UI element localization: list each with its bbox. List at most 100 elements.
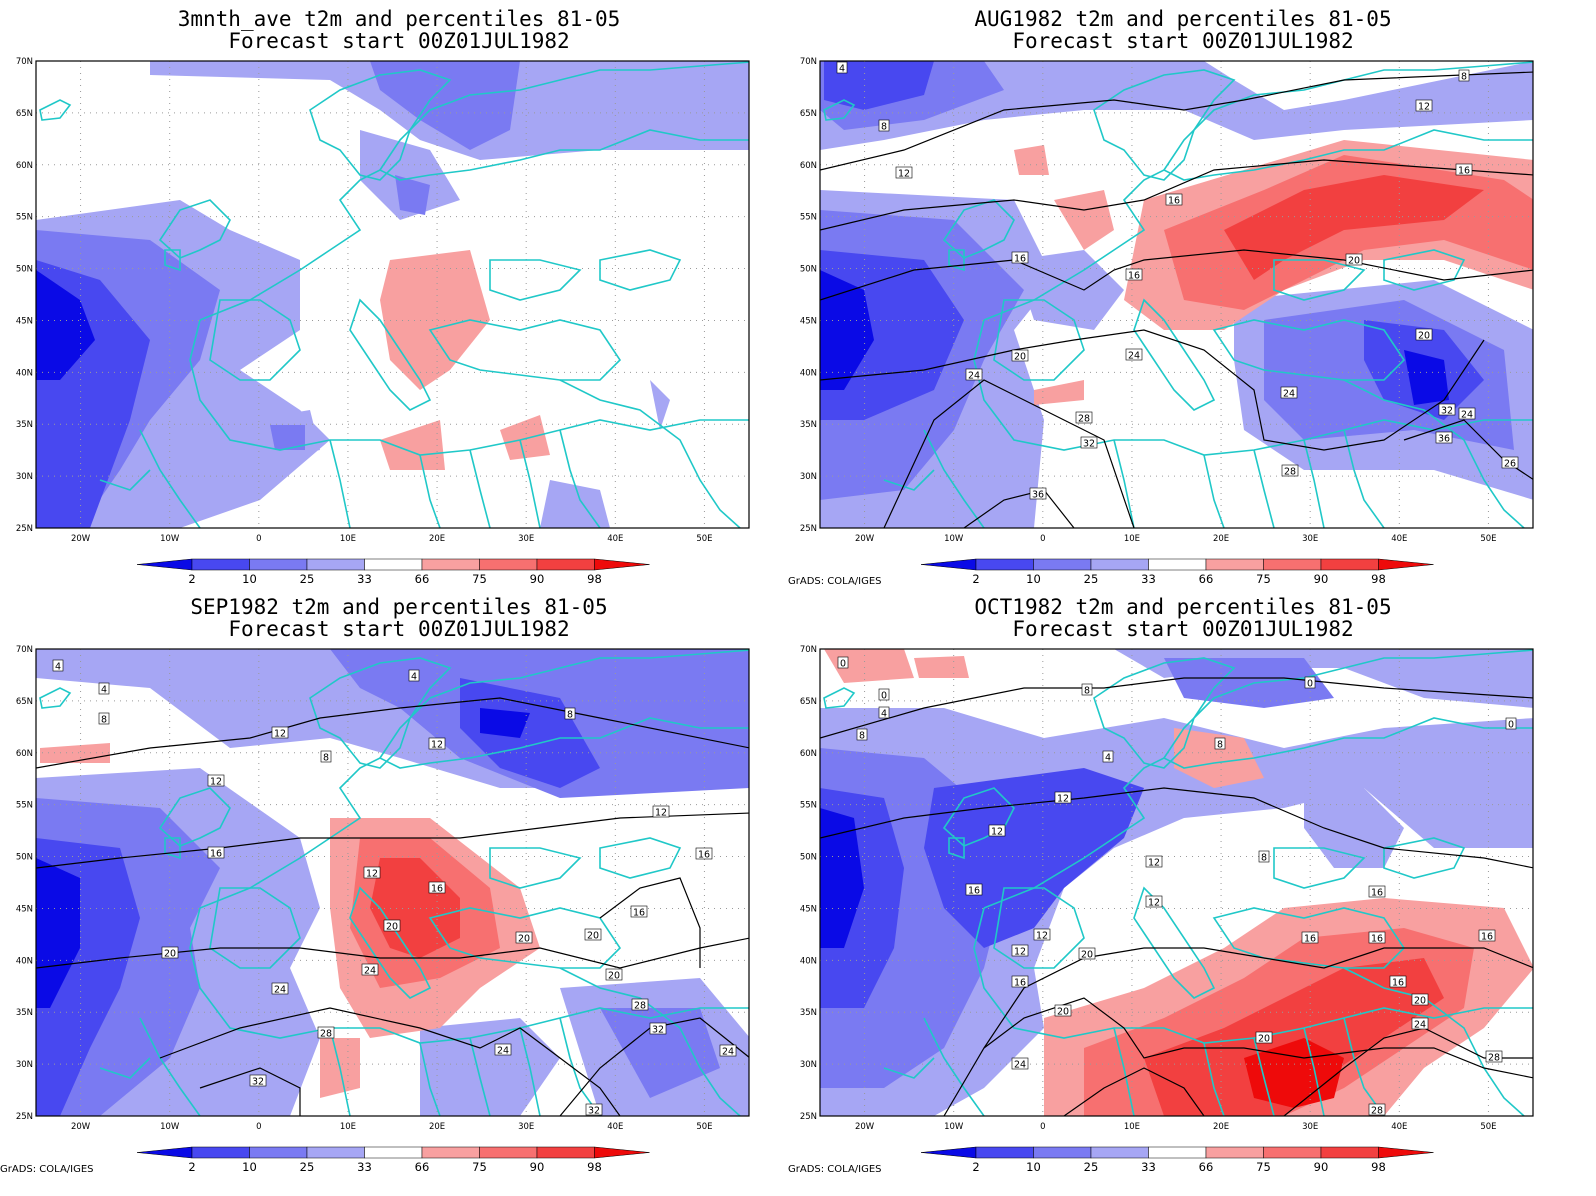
coastline xyxy=(559,429,601,528)
coastline xyxy=(823,99,856,121)
contour-label: 20 xyxy=(1054,1004,1072,1018)
colorbar-segment xyxy=(975,1146,1034,1159)
panel-title: OCT1982 t2m and percentiles 81-05 xyxy=(974,595,1392,619)
svg-text:16: 16 xyxy=(1392,978,1404,989)
contour-label: 4 xyxy=(1102,750,1114,764)
contour-label: 0 xyxy=(1304,676,1316,690)
svg-text:8: 8 xyxy=(859,731,865,742)
coastlines xyxy=(823,649,1533,1116)
coastline xyxy=(559,379,741,528)
contour-label: 8 xyxy=(564,707,576,721)
latitude-tick-label: 50N xyxy=(16,853,33,863)
svg-text:12: 12 xyxy=(210,777,222,788)
svg-text:12: 12 xyxy=(274,729,286,740)
colorbar-label: 66 xyxy=(1199,572,1214,586)
contour-line xyxy=(820,787,1533,869)
colorbar-segment xyxy=(249,1146,308,1159)
coastline xyxy=(309,657,452,769)
coastline xyxy=(164,837,181,860)
coastline xyxy=(559,1017,601,1116)
percentile-shade xyxy=(395,175,430,215)
coastline xyxy=(428,319,622,381)
colorbar-segment xyxy=(479,1146,538,1159)
latitude-tick-label: 65N xyxy=(800,697,817,707)
svg-text:16: 16 xyxy=(1304,934,1316,945)
contour-label: 16 xyxy=(1125,268,1143,282)
svg-text:28: 28 xyxy=(1488,1053,1500,1064)
colorbar-label: 98 xyxy=(1371,1160,1386,1174)
percentile-shade xyxy=(1164,658,1334,708)
percentile-shade xyxy=(1404,350,1449,405)
coastline xyxy=(139,429,201,528)
contour-label: 16 xyxy=(695,847,713,861)
percentile-shade xyxy=(1034,380,1084,405)
contour-label: 28 xyxy=(317,1026,335,1040)
contour-label: 16 xyxy=(1011,251,1029,265)
svg-text:32: 32 xyxy=(588,1106,600,1117)
longitude-tick-label: 30E xyxy=(518,1122,534,1132)
colorbar-label: 98 xyxy=(587,572,602,586)
percentile-shade xyxy=(1144,958,1444,1116)
contour-label: 16 xyxy=(207,846,225,860)
longitude-tick-label: 20W xyxy=(71,1122,91,1132)
latitude-tick-label: 50N xyxy=(16,265,33,275)
svg-text:16: 16 xyxy=(1014,254,1026,265)
coastline xyxy=(923,1017,985,1116)
coastline xyxy=(209,887,301,969)
contour-label: 20 xyxy=(1411,993,1429,1007)
svg-text:28: 28 xyxy=(1284,467,1296,478)
svg-text:36: 36 xyxy=(1438,434,1450,445)
colorbar-segment xyxy=(1033,558,1092,571)
latitude-tick-label: 40N xyxy=(16,368,33,378)
contour-label: 12 xyxy=(652,805,670,819)
contour-label: 16 xyxy=(630,905,648,919)
longitude-tick-label: 30E xyxy=(1302,534,1318,544)
contour-label: 24 xyxy=(719,1044,737,1058)
contour-label: 20 xyxy=(1345,253,1363,267)
colorbar-segment xyxy=(975,558,1034,571)
colorbar-label: 75 xyxy=(1256,572,1271,586)
colorbar-label: 33 xyxy=(357,1160,372,1174)
colorbar-segment xyxy=(136,558,193,571)
panel-subtitle: Forecast start 00Z01JUL1982 xyxy=(228,29,570,53)
map-panel-aug1982: 70N 65N 60N 55N 50N 45N 40N 35N 30N 25N 20W 10W 0 10E… xyxy=(784,0,1582,598)
colorbar: 2 10 25 33 66 75 90 98 xyxy=(136,1146,650,1174)
contour-label: 8 xyxy=(98,712,110,726)
map-panel-3month-average: 70N 65N 60N 55N 50N 45N 40N 35N 30N 25N 20W 10W 0 10E… xyxy=(0,0,798,598)
latitude-tick-label: 40N xyxy=(800,956,817,966)
contour-label: 28 xyxy=(631,998,649,1012)
colorbar-label: 25 xyxy=(300,572,315,586)
svg-text:20: 20 xyxy=(1348,256,1360,267)
longitude-tick-label: 20W xyxy=(855,1122,875,1132)
contour-label: 20 xyxy=(1011,349,1029,363)
coastline xyxy=(942,787,1015,847)
longitude-tick-label: 0 xyxy=(1040,1122,1045,1132)
percentile-shade xyxy=(36,270,95,380)
latitude-tick-label: 45N xyxy=(16,316,33,326)
contour-label: 20 xyxy=(383,919,401,933)
svg-text:16: 16 xyxy=(1481,932,1493,943)
coastline xyxy=(1113,1027,1135,1116)
svg-text:4: 4 xyxy=(1105,753,1111,764)
longitude-tick-label: 0 xyxy=(256,1122,261,1132)
latitude-tick-label: 30N xyxy=(800,472,817,482)
colorbar-segment xyxy=(1320,558,1379,571)
contour-line xyxy=(36,697,749,769)
svg-text:32: 32 xyxy=(1441,406,1453,417)
temperature-contours xyxy=(820,677,1533,1116)
coastline xyxy=(1383,837,1466,879)
coastline xyxy=(99,1057,151,1079)
colorbar-segment xyxy=(306,1146,365,1159)
panel-subtitle: Forecast start 00Z01JUL1982 xyxy=(228,617,570,641)
longitude-tick-label: 50E xyxy=(1480,534,1496,544)
coastline xyxy=(164,249,181,272)
colorbar-segment xyxy=(536,558,595,571)
colorbar-segment xyxy=(479,558,538,571)
contour-line xyxy=(820,159,1533,231)
colorbar-segment xyxy=(920,1146,977,1159)
svg-text:0: 0 xyxy=(840,659,846,670)
percentile-shade xyxy=(380,420,445,470)
contour-label: 8 xyxy=(320,750,332,764)
coastline xyxy=(1273,847,1366,889)
svg-text:28: 28 xyxy=(1371,1106,1383,1117)
